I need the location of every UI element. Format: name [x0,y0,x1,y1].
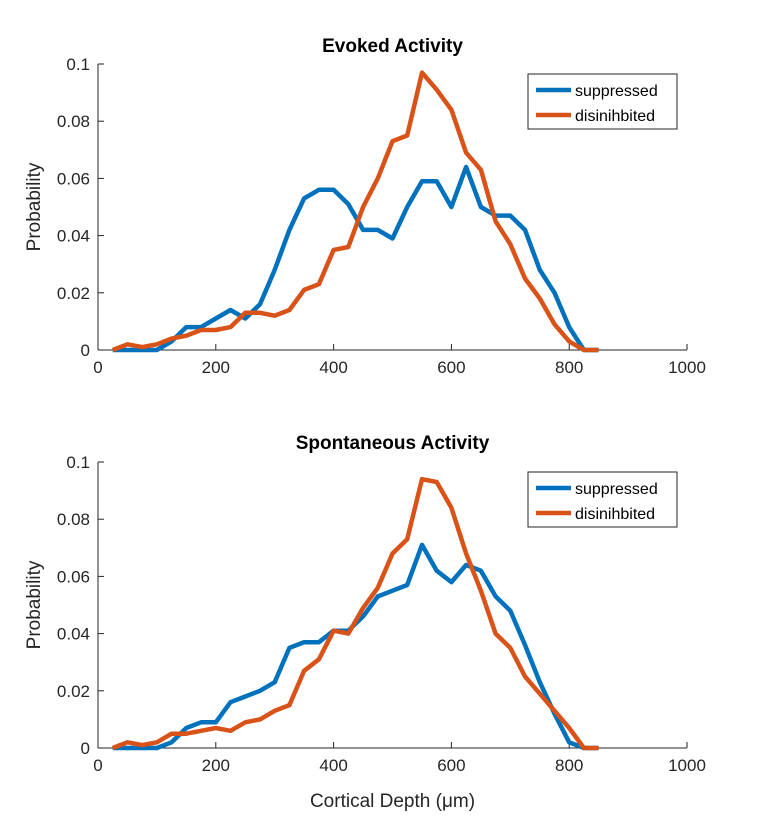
y-tick-label: 0.08 [57,112,90,131]
chart-title: Evoked Activity [322,36,463,57]
legend: suppressed disinihbited [527,471,678,528]
series-line-disinihbited [111,70,599,353]
x-tick-label: 600 [437,358,465,377]
x-tick-label: 0 [93,756,102,775]
y-tick-label: 0.02 [57,284,90,303]
y-tick-label: 0.08 [57,510,90,529]
x-tick-label: 600 [437,756,465,775]
series-line-suppressed [112,542,599,751]
chart-panel-2: Spontaneous Activity 0 200 400 600 800 1000 0 0.… [24,433,706,812]
x-tick-label: 400 [319,358,347,377]
y-tick-label: 0.06 [57,567,90,586]
legend-label: suppressed [575,481,658,498]
chart-panel-1: Evoked Activity 0 200 400 600 800 1000 0 0.02 0.0… [24,36,706,377]
x-axis-label: Cortical Depth (μm) [310,791,475,812]
y-tick-label: 0.02 [57,682,90,701]
x-tick-label: 800 [555,756,583,775]
series-line-disinihbited [111,476,599,751]
chart-title: Spontaneous Activity [296,433,490,454]
x-tick-label: 0 [93,358,102,377]
x-tick-label: 800 [555,358,583,377]
y-tick-label: 0.04 [57,227,90,246]
y-tick-label: 0.04 [57,625,90,644]
y-tick-label: 0.1 [66,453,90,472]
y-tick-label: 0 [81,739,90,758]
series-line-suppressed [112,164,599,353]
legend-box [527,471,678,528]
x-tick-label: 200 [202,756,230,775]
legend-label: suppressed [575,83,658,100]
legend-label: disinihbited [575,506,655,523]
x-tick-label: 1000 [668,358,706,377]
y-tick-label: 0.06 [57,169,90,188]
y-tick-label: 0.1 [66,55,90,74]
legend-label: disinihbited [575,108,655,125]
x-tick-label: 400 [319,756,347,775]
legend: suppressed disinihbited [527,73,678,130]
y-axis-label: Probability [24,162,45,251]
x-tick-label: 200 [202,358,230,377]
y-tick-label: 0 [81,341,90,360]
y-axis-label: Probability [24,560,45,649]
x-tick-label: 1000 [668,756,706,775]
legend-box [527,73,678,130]
